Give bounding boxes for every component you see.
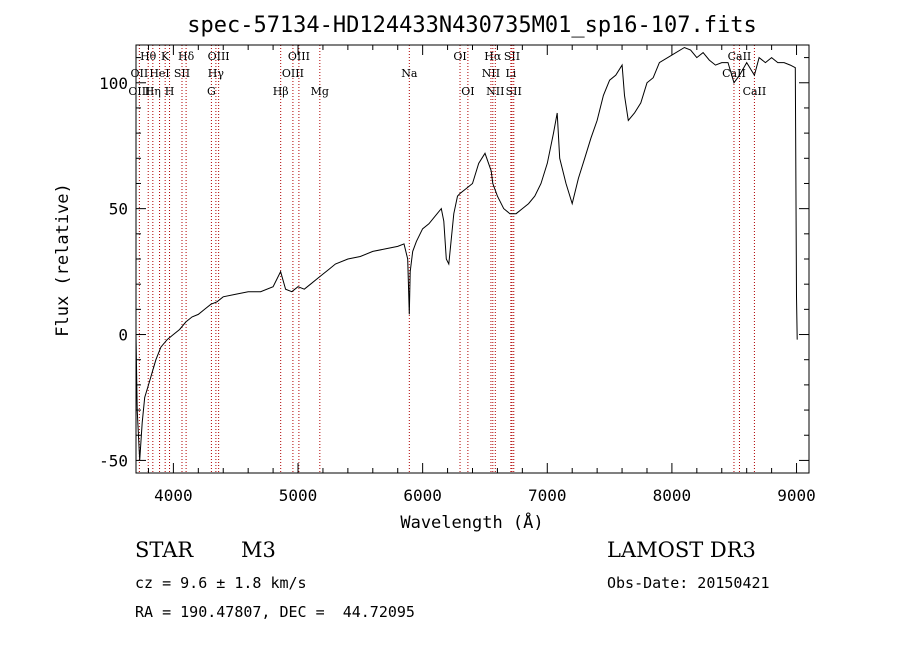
marker-label: Hβ: [273, 85, 289, 98]
marker-label: CaII: [722, 67, 746, 80]
marker-label: OII: [131, 67, 149, 80]
y-tick-label: 50: [109, 200, 128, 219]
marker-label: Hη: [145, 85, 161, 98]
marker-label: G: [207, 85, 216, 98]
line-markers: Hθ OII OIII K HeI Hη SII H Hδ OIII Hγ G Hβ OIII OIII Mg…: [128, 45, 766, 473]
marker-label: Hδ: [178, 50, 195, 63]
marker-label: SII: [504, 50, 520, 63]
y-tick-label: 100: [99, 74, 128, 93]
marker-label: OIII: [208, 50, 230, 63]
marker-label: Hθ: [140, 50, 157, 63]
redshift-velocity: cz = 9.6 ± 1.8 km/s: [135, 574, 307, 592]
y-axis-title: Flux (relative): [53, 183, 73, 337]
marker-label: OIII: [128, 85, 150, 98]
marker-label: CaII: [728, 50, 752, 63]
x-tick-label: 7000: [528, 486, 567, 505]
marker-label: Hγ: [208, 67, 225, 80]
marker-label: Mg: [311, 85, 329, 98]
object-subclass: M3: [241, 538, 276, 562]
marker-label: H: [165, 85, 175, 98]
marker-label: Hα: [484, 50, 502, 63]
chart-title: spec-57134-HD124433N430735M01_sp16-107.f…: [187, 13, 757, 38]
marker-label: SII: [174, 67, 190, 80]
x-tick-label: 5000: [279, 486, 318, 505]
plot-frame: [135, 44, 810, 474]
y-tick-label: 0: [118, 326, 128, 345]
x-tick-label: 4000: [154, 486, 193, 505]
axis-ticks: 4000 5000 6000 7000 8000 9000 -50 0 50 100: [99, 45, 816, 505]
x-axis-title: Wavelength (Å): [400, 511, 543, 533]
marker-label: OIII: [282, 67, 304, 80]
marker-label: NII: [482, 67, 500, 80]
marker-label: OIII: [288, 50, 310, 63]
marker-label: OI: [461, 85, 474, 98]
marker-label: CaII: [743, 85, 767, 98]
observation-date: Obs-Date: 20150421: [607, 574, 770, 592]
x-tick-label: 9000: [777, 486, 816, 505]
object-class: STAR: [135, 538, 194, 562]
spectrum-series-line: [135, 46, 798, 461]
x-tick-label: 8000: [653, 486, 692, 505]
y-tick-label: -50: [99, 451, 128, 470]
coordinates: RA = 190.47807, DEC = 44.72095: [135, 603, 415, 621]
marker-label: NII: [486, 85, 504, 98]
marker-label: OI: [453, 50, 466, 63]
marker-label: Li: [505, 67, 516, 80]
x-tick-label: 6000: [403, 486, 442, 505]
survey-name: LAMOST DR3: [607, 538, 756, 562]
marker-label: HeI: [149, 67, 169, 80]
marker-label: Na: [401, 67, 418, 80]
marker-label: SII: [506, 85, 522, 98]
marker-label: K: [161, 50, 170, 63]
